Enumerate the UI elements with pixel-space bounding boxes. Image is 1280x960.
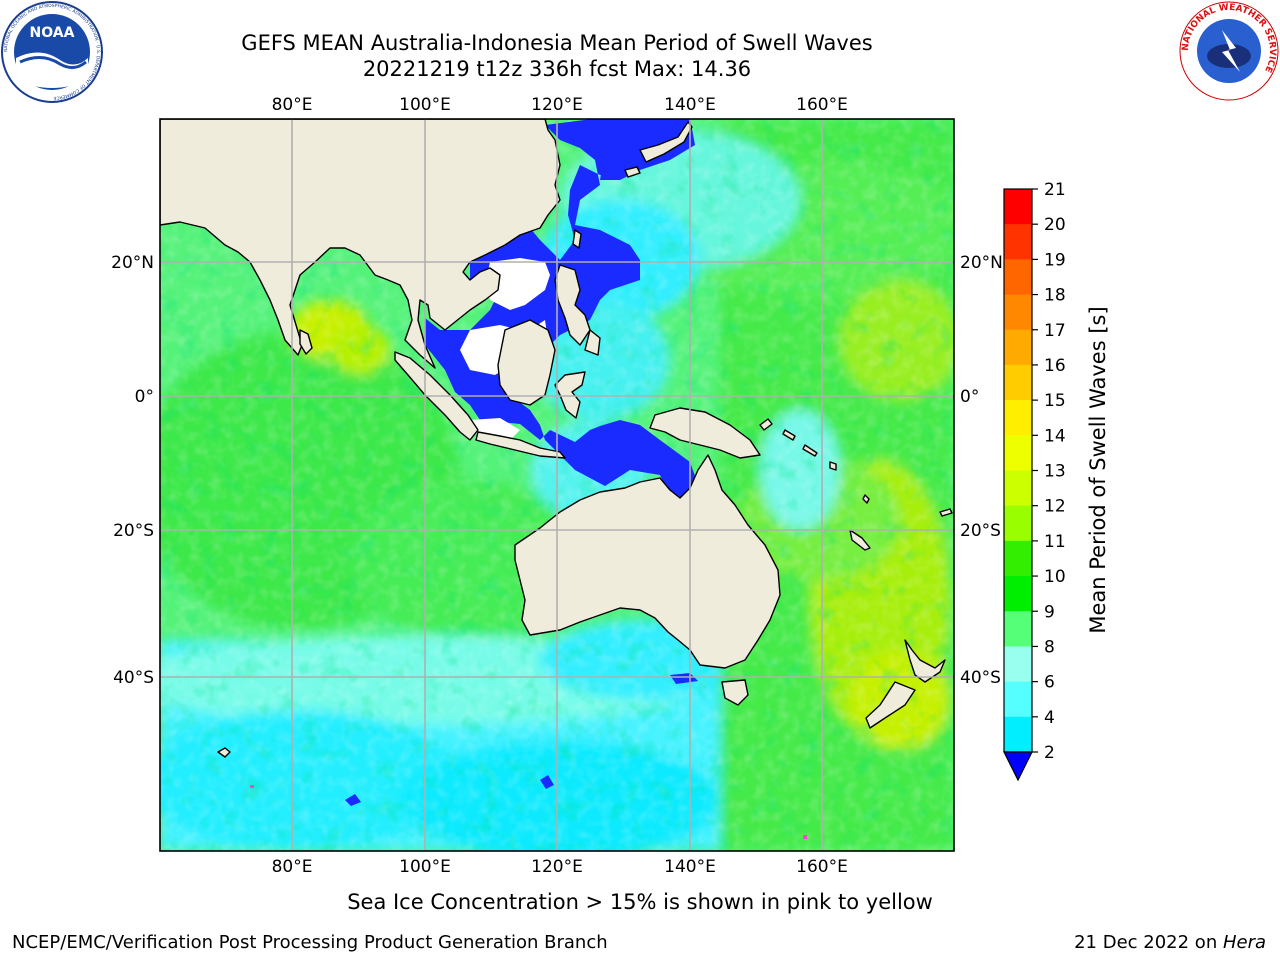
sea-ice-caption: Sea Ice Concentration > 15% is shown in …: [347, 890, 933, 914]
lon-label-top: 80°E: [272, 95, 313, 115]
colorbar-tick-label: 2: [1044, 743, 1055, 763]
lat-label-right: 20°N: [960, 253, 1003, 273]
colorbar-segment: [1004, 505, 1032, 542]
colorbar-tick-label: 8: [1044, 637, 1055, 657]
colorbar-tick-label: 11: [1044, 532, 1066, 552]
colorbar-label: Mean Period of Swell Waves [s]: [1086, 306, 1110, 634]
colorbar-segment: [1004, 329, 1032, 366]
colorbar-tick-label: 15: [1044, 391, 1066, 411]
colorbar-extension: [1003, 751, 1033, 782]
footer-date-text: 21 Dec 2022 on: [1074, 932, 1223, 953]
lat-label-right: 20°S: [960, 521, 1001, 541]
lon-label-bottom: 160°E: [796, 857, 848, 877]
lon-label-bottom: 100°E: [399, 857, 451, 877]
colorbar-segment: [1004, 189, 1032, 225]
lon-label-bottom: 120°E: [531, 857, 583, 877]
colorbar-tick-label: 9: [1044, 602, 1055, 622]
colorbar-tick-label: 19: [1044, 250, 1066, 270]
lat-label-left: 40°S: [113, 668, 154, 688]
map-frame: [159, 118, 955, 852]
colorbar-segment: [1004, 576, 1032, 612]
lon-label-top: 140°E: [664, 95, 716, 115]
colorbar-tick-label: 18: [1044, 286, 1066, 306]
colorbar-segment: [1004, 716, 1032, 753]
colorbar-ticks: 21 20 19 18 17 16 15 14 13 12 11 10 9 8 6 4 2: [1032, 180, 1066, 763]
colorbar-segment: [1004, 681, 1032, 718]
colorbar-segment: [1004, 435, 1032, 471]
colorbar: [1003, 188, 1033, 782]
lon-label-bottom: 80°E: [272, 857, 313, 877]
lon-label-top: 100°E: [399, 95, 451, 115]
colorbar-tick-label: 16: [1044, 356, 1066, 376]
colorbar-tick-label: 6: [1044, 673, 1055, 693]
lat-label-right: 0°: [960, 387, 979, 407]
colorbar-segment: [1004, 364, 1032, 401]
footer-credit: NCEP/EMC/Verification Post Processing Pr…: [12, 932, 608, 953]
colorbar-tick-label: 10: [1044, 567, 1066, 587]
colorbar-tick-label: 17: [1044, 321, 1066, 341]
swell-period-field: [160, 119, 954, 851]
lat-label-left: 20°N: [111, 253, 154, 273]
colorbar-segment: [1004, 294, 1032, 331]
colorbar-tick-label: 21: [1044, 180, 1066, 200]
colorbar-tick-label: 4: [1044, 708, 1055, 728]
colorbar-segment: [1004, 470, 1032, 507]
colorbar-tick-label: 14: [1044, 426, 1066, 446]
colorbar-tick-label: 13: [1044, 462, 1066, 482]
lon-label-top: 120°E: [531, 95, 583, 115]
lat-label-left: 20°S: [113, 521, 154, 541]
colorbar-segment: [1004, 646, 1032, 683]
colorbar-segment: [1004, 259, 1032, 296]
colorbar-segment: [1004, 224, 1032, 260]
colorbar-segment: [1004, 611, 1032, 647]
footer-host: Hera: [1222, 932, 1266, 953]
chart-subtitle: 20221219 t12z 336h fcst Max: 14.36: [362, 57, 752, 81]
lat-label-left: 0°: [135, 387, 154, 407]
colorbar-segment: [1004, 400, 1032, 436]
lon-label-bottom: 140°E: [664, 857, 716, 877]
footer-date: 21 Dec 2022 on Hera: [1074, 932, 1266, 953]
noaa-wordmark: NOAA: [30, 25, 75, 41]
lon-label-top: 160°E: [796, 95, 848, 115]
colorbar-tick-label: 12: [1044, 497, 1066, 517]
nws-logo: NATIONAL WEATHER SERVICE: [1179, 1, 1279, 101]
colorbar-tick-label: 20: [1044, 215, 1066, 235]
lat-label-right: 40°S: [960, 668, 1001, 688]
chart-title: GEFS MEAN Australia-Indonesia Mean Perio…: [241, 31, 873, 55]
graticule: [160, 119, 954, 851]
colorbar-segment: [1004, 540, 1032, 577]
noaa-logo: NOAA NATIONAL OCEANIC AND ATMOSPHERIC AD…: [1, 1, 103, 103]
